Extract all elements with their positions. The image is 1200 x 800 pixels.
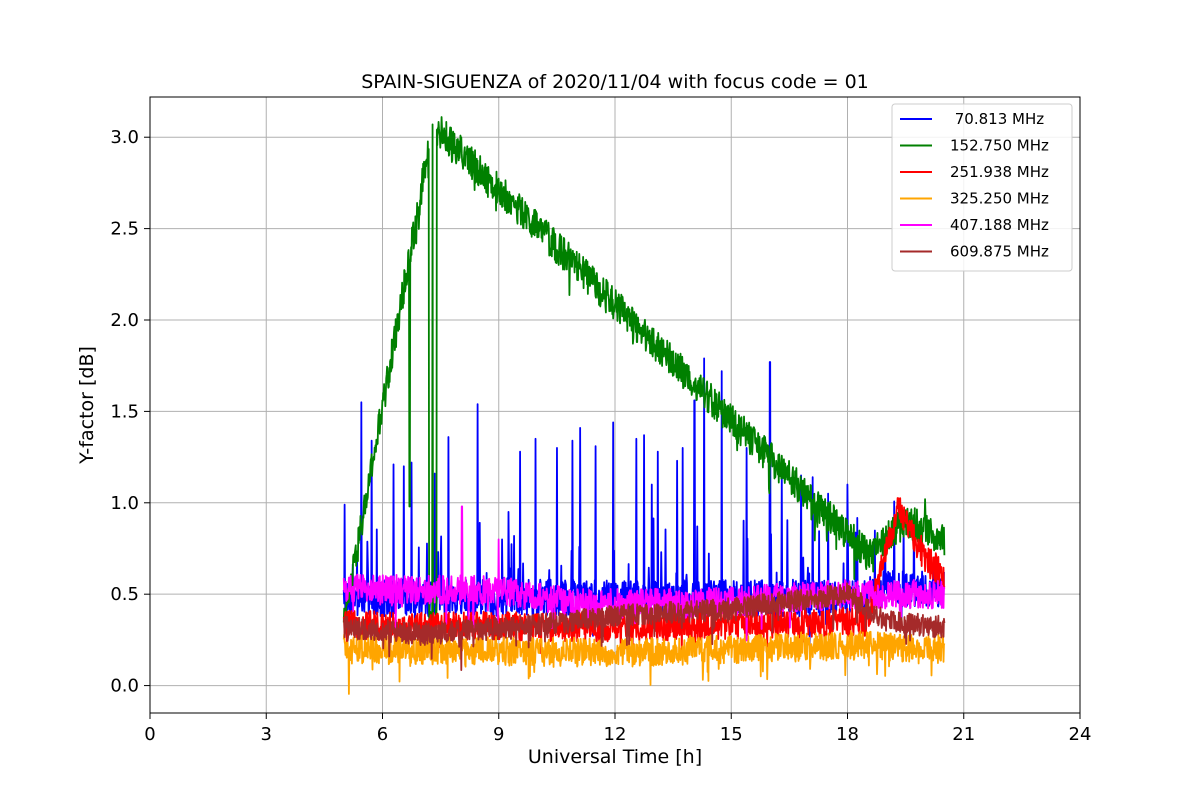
series-line-2 [342,116,946,640]
x-tick-label: 18 [836,724,859,745]
legend-label: 251.938 MHz [950,163,1049,181]
chart-title: SPAIN-SIGUENZA of 2020/11/04 with focus … [361,71,869,93]
series-line-4 [342,630,946,695]
y-tick-label: 1.0 [110,493,139,514]
y-axis-label: Y-factor [dB] [76,346,98,465]
legend-box [891,103,1073,272]
series-line-6 [342,582,946,672]
x-tick-label: 6 [377,724,388,745]
y-tick-label: 3.0 [110,127,139,148]
x-tick-label: 12 [604,724,627,745]
y-tick-label: 2.0 [110,310,139,331]
y-tick-label: 1.5 [110,401,139,422]
x-tick-label: 24 [1069,724,1092,745]
legend-label: 325.250 MHz [950,190,1049,208]
x-tick-label: 0 [144,724,155,745]
legend-label: 70.813 MHz [950,110,1044,128]
x-tick-label: 3 [261,724,272,745]
legend-label: 407.188 MHz [950,216,1049,234]
legend-label: 609.875 MHz [950,243,1049,261]
x-tick-label: 9 [493,724,504,745]
y-tick-label: 0.0 [110,676,139,697]
series-layer [342,116,946,695]
x-tick-label: 21 [952,724,975,745]
legend-label: 152.750 MHz [950,137,1049,155]
y-tick-label: 2.5 [110,219,139,240]
legend: 70.813 MHz 152.750 MHz 251.938 MHz 325.250 … [891,103,1073,272]
x-axis-label: Universal Time [h] [528,746,702,768]
y-tick-label: 0.5 [110,584,139,605]
x-axis: 0 3 6 9 12 15 18 21 24 [144,713,1091,745]
y-axis: 0.0 0.5 1.0 1.5 2.0 2.5 3.0 [110,127,150,697]
x-tick-label: 15 [720,724,743,745]
